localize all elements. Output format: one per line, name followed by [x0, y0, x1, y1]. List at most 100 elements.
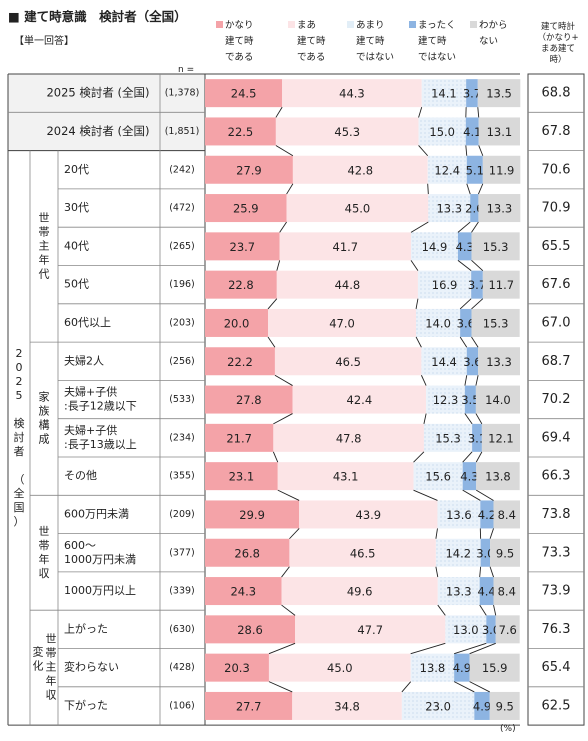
legend-label: 建て時	[297, 36, 326, 47]
row-label: 30代	[64, 201, 89, 214]
summary-header: 建て時計 （かなり+ まあ建て 時）	[530, 22, 586, 66]
row-label: 2025 検討者 (全国)	[46, 86, 149, 100]
connector-line	[279, 221, 287, 233]
legend-label: 建て時	[356, 36, 385, 47]
connector-line	[477, 107, 480, 118]
bar-value-label: 15.3	[483, 240, 509, 254]
bar-segment-2	[437, 577, 480, 606]
row-total: 76.3	[542, 622, 571, 637]
bar-value-label: 14.4	[431, 355, 457, 369]
group-label-char: 国	[14, 501, 25, 514]
connector-line	[272, 451, 279, 463]
connector-line	[471, 260, 484, 271]
legend-item-4: わから ない	[470, 18, 508, 50]
bar-value-label: 13.6	[446, 508, 472, 522]
bar-value-label: 45.0	[345, 202, 371, 216]
row-total: 62.5	[542, 698, 571, 713]
chart-title: ■ 建て時意識 検討者（全国）	[8, 9, 187, 24]
connector-line	[435, 528, 438, 539]
legend-swatch	[409, 21, 416, 28]
subgroup-label-char: 代	[39, 267, 50, 280]
bar-value-label: 12.4	[434, 163, 460, 177]
group-label-char: ）	[14, 515, 25, 528]
bar-segment-3	[466, 347, 479, 376]
legend-item-1: まあ 建て時 である	[288, 18, 326, 66]
row-total: 68.7	[542, 354, 571, 369]
legend-label: ではない	[418, 52, 457, 63]
connector-line	[464, 375, 468, 386]
bar-segment-1	[279, 232, 412, 261]
bar-segment-0	[205, 538, 290, 567]
legend-swatch	[288, 21, 295, 28]
bar-segment-0	[205, 155, 293, 184]
bar-value-label: 4.1	[463, 125, 481, 139]
subgroup-label-char: 主	[39, 239, 50, 252]
bar-segment-1	[273, 423, 424, 452]
bar-segment-3	[457, 232, 472, 261]
bar-segment-1	[299, 500, 438, 529]
connector-line	[489, 528, 494, 539]
subgroup-label-char: 収	[39, 567, 50, 580]
subgroup-label-char: 家	[39, 390, 50, 404]
legend-label: である	[297, 52, 326, 63]
subgroup-label-char: 族	[39, 404, 50, 418]
bar-segment-0	[205, 79, 283, 108]
bar-value-label: 47.7	[357, 623, 383, 637]
bar-value-label: 22.2	[227, 355, 253, 369]
bar-segment-0	[205, 270, 277, 299]
bar-segment-3	[486, 615, 496, 644]
bar-segment-4	[495, 615, 520, 644]
bar-segment-3	[479, 577, 494, 606]
legend-label: 建て時	[225, 36, 254, 47]
bar-segment-0	[205, 653, 269, 682]
bar-value-label: 15.9	[482, 661, 508, 675]
group-label-char: 者	[14, 445, 25, 458]
bar-value-label: 14.1	[431, 87, 457, 101]
subgroup-label-char: 世	[46, 633, 57, 646]
group-label-char: 討	[14, 430, 25, 444]
summary-header-line: （かなり+	[537, 33, 579, 43]
bar-value-label: 4.9	[473, 699, 491, 713]
bar-value-label: 13.3	[436, 202, 462, 216]
legend-label: ない	[479, 36, 499, 47]
bar-segment-4	[471, 308, 520, 337]
bar-segment-1	[292, 155, 428, 184]
subgroup-label-char: 帯	[46, 647, 57, 660]
subgroup-label-char: 収	[46, 689, 57, 702]
bar-segment-3	[460, 308, 472, 337]
connector-line	[274, 374, 293, 386]
bar-segment-2	[417, 270, 472, 299]
bar-segment-4	[493, 577, 520, 606]
bar-segment-0	[205, 423, 274, 452]
row-n-count: (472)	[169, 203, 195, 214]
bar-value-label: 46.5	[335, 355, 361, 369]
percent-unit: (%)	[500, 724, 516, 734]
bar-value-label: 49.6	[347, 585, 373, 599]
bar-segment-2	[411, 232, 458, 261]
bar-value-label: 44.8	[335, 278, 361, 292]
row-total: 66.3	[542, 469, 571, 484]
legend-swatch	[216, 21, 223, 28]
bar-value-label: 27.9	[236, 163, 262, 177]
row-total: 70.6	[542, 162, 571, 177]
connector-line	[437, 604, 446, 616]
row-n-count: (209)	[169, 509, 195, 520]
row-total: 68.8	[542, 86, 571, 101]
bar-value-label: 15.3	[435, 431, 461, 445]
bar-segment-3	[466, 79, 478, 108]
group-label-char: 2	[16, 375, 23, 388]
bar-value-label: 3.0	[476, 546, 494, 560]
bar-segment-1	[276, 270, 418, 299]
bar-segment-0	[205, 308, 268, 337]
connector-line	[459, 336, 468, 348]
bar-value-label: 23.7	[230, 240, 256, 254]
bar-segment-0	[205, 462, 278, 491]
bar-value-label: 9.5	[496, 546, 514, 560]
bar-value-label: 13.8	[485, 470, 511, 484]
n-header: n =	[178, 65, 195, 75]
subgroup-label-char: 年	[46, 674, 57, 688]
subgroup-label-char: 帯	[39, 539, 50, 552]
row-label-line: 600～	[64, 539, 96, 552]
connector-line	[277, 489, 300, 501]
connector-line	[479, 604, 487, 616]
